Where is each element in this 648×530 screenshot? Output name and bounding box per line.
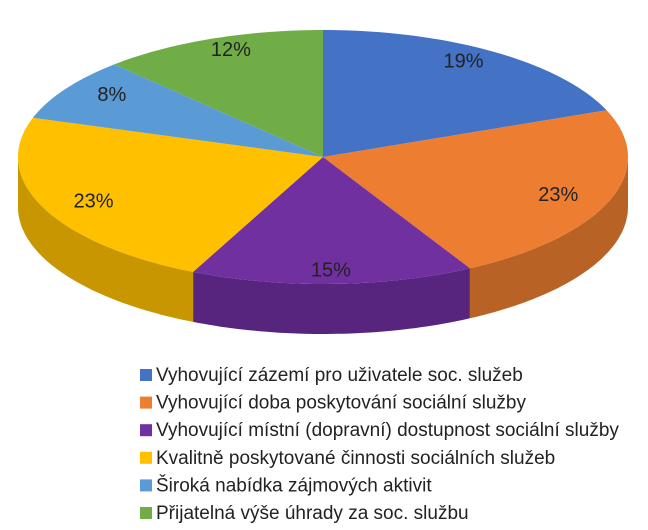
value-label: 8% (97, 84, 126, 106)
slice (114, 30, 323, 157)
legend-label: Vyhovující místní (dopravní) dostupnost … (156, 420, 619, 441)
legend-label: Široká nabídka zájmových aktivit (156, 474, 432, 496)
slice-side (193, 268, 470, 334)
legend-label: Vyhovující zázemí pro uživatele soc. slu… (156, 365, 523, 386)
value-label: 23% (538, 184, 578, 206)
slice-side (469, 157, 628, 319)
legend-swatch (140, 479, 152, 492)
legend-swatch (140, 451, 152, 464)
legend-swatch (140, 369, 152, 381)
slice (323, 110, 628, 269)
slice (18, 117, 323, 272)
value-label: 23% (73, 191, 113, 213)
legend-swatch (140, 396, 152, 409)
slice (323, 30, 607, 157)
value-label: 15% (311, 260, 351, 282)
slice-side (18, 157, 194, 322)
legend-label: Kvalitně poskytované činnosti sociálních… (156, 448, 555, 469)
slice (193, 157, 470, 284)
value-label: 12% (211, 39, 251, 61)
legend-label: Vyhovující doba poskytování sociální slu… (156, 393, 526, 414)
legend-label: Přijatelná výše úhrady za soc. službu (156, 503, 469, 524)
slice (32, 64, 324, 157)
legend-swatch (140, 507, 152, 519)
value-label: 19% (444, 51, 484, 73)
legend-swatch (140, 424, 152, 437)
